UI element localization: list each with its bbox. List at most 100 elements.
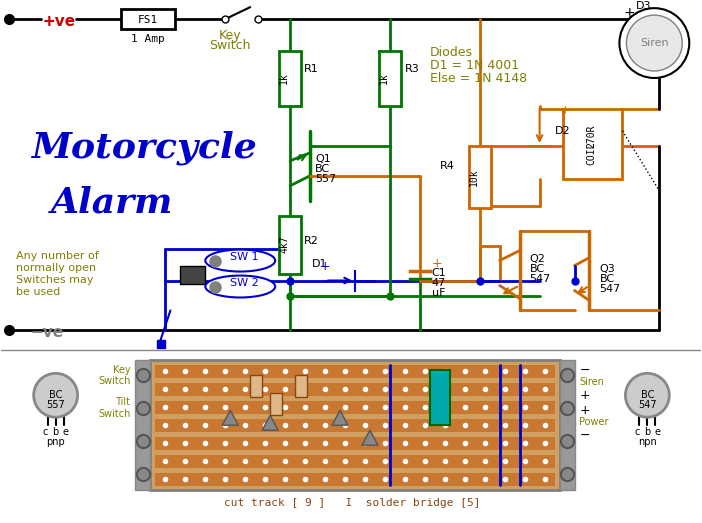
Text: C1: C1 xyxy=(432,268,446,278)
Text: Key: Key xyxy=(219,29,241,42)
Text: be used: be used xyxy=(15,287,60,297)
Text: +: + xyxy=(579,389,590,402)
Polygon shape xyxy=(223,410,238,425)
Text: npn: npn xyxy=(638,437,657,447)
Text: 547: 547 xyxy=(638,400,656,410)
Polygon shape xyxy=(332,410,348,425)
Text: Else = 1N 4148: Else = 1N 4148 xyxy=(430,72,527,85)
Text: Q2: Q2 xyxy=(529,254,545,264)
Circle shape xyxy=(619,8,689,78)
Bar xyxy=(279,51,301,106)
Bar xyxy=(559,360,574,490)
Text: R4: R4 xyxy=(440,161,455,171)
Bar xyxy=(155,366,555,378)
Polygon shape xyxy=(362,430,378,445)
Bar xyxy=(180,266,205,283)
Text: 557: 557 xyxy=(315,174,336,184)
Text: Switches may: Switches may xyxy=(15,275,93,285)
Text: 557: 557 xyxy=(46,400,65,410)
Text: BC: BC xyxy=(49,390,62,400)
Text: 547: 547 xyxy=(600,283,621,293)
Circle shape xyxy=(626,15,682,71)
Circle shape xyxy=(625,373,669,417)
Text: uF: uF xyxy=(432,288,445,298)
Text: BC: BC xyxy=(600,274,614,283)
Text: R2: R2 xyxy=(304,236,319,246)
Text: Tilt
Switch: Tilt Switch xyxy=(98,397,131,419)
Text: 1k: 1k xyxy=(379,72,389,84)
Text: SW 1: SW 1 xyxy=(230,252,259,262)
Text: 10k: 10k xyxy=(469,168,479,186)
Text: −ve: −ve xyxy=(31,325,64,340)
Bar xyxy=(155,455,555,468)
Text: Siren: Siren xyxy=(579,377,604,388)
Text: 47: 47 xyxy=(432,278,446,288)
Bar xyxy=(121,9,176,29)
Bar xyxy=(155,401,555,414)
Text: D3: D3 xyxy=(636,1,651,11)
Text: cut track [ 9 ]   I  solder bridge [5]: cut track [ 9 ] I solder bridge [5] xyxy=(224,498,480,508)
Text: D1 = 1N 4001: D1 = 1N 4001 xyxy=(430,59,519,72)
Bar xyxy=(430,370,450,425)
Text: e: e xyxy=(654,427,661,437)
Text: c: c xyxy=(43,427,48,437)
Text: Any number of: Any number of xyxy=(15,251,98,260)
Text: +: + xyxy=(43,14,55,29)
Text: Siren: Siren xyxy=(640,38,668,48)
Bar xyxy=(279,215,301,274)
Text: Key
Switch: Key Switch xyxy=(98,365,131,386)
Bar xyxy=(379,51,401,106)
Text: R3: R3 xyxy=(405,64,420,74)
Text: Motorcycle: Motorcycle xyxy=(31,131,256,165)
Text: FS1: FS1 xyxy=(138,15,157,25)
Text: e: e xyxy=(62,427,69,437)
Bar xyxy=(562,109,623,179)
Text: Diodes: Diodes xyxy=(430,46,473,59)
Text: COIL: COIL xyxy=(586,141,597,165)
Text: R1: R1 xyxy=(304,64,319,74)
Text: 1k: 1k xyxy=(279,72,289,84)
Bar xyxy=(250,376,262,397)
Text: 4k7: 4k7 xyxy=(279,236,289,254)
Text: normally open: normally open xyxy=(15,263,96,272)
Text: +: + xyxy=(559,105,570,117)
Text: BC: BC xyxy=(529,264,545,274)
Text: D1: D1 xyxy=(312,258,328,269)
Bar xyxy=(469,146,491,208)
Text: BC: BC xyxy=(641,390,654,400)
Text: SW 2: SW 2 xyxy=(230,278,259,288)
Text: −: − xyxy=(579,364,590,377)
Text: 1 Amp: 1 Amp xyxy=(131,34,164,44)
Circle shape xyxy=(34,373,78,417)
Text: Power: Power xyxy=(579,417,609,427)
Text: Q1: Q1 xyxy=(315,154,331,164)
Text: D2: D2 xyxy=(555,126,570,136)
Text: Switch: Switch xyxy=(209,39,251,52)
Text: b: b xyxy=(53,427,59,437)
Bar xyxy=(155,473,555,486)
Text: −: − xyxy=(579,429,590,442)
Bar xyxy=(135,360,150,490)
Text: +ve: +ve xyxy=(43,14,76,29)
Text: +: + xyxy=(623,6,635,20)
Bar xyxy=(155,383,555,396)
Text: Q3: Q3 xyxy=(600,264,615,274)
Bar xyxy=(295,376,307,397)
Text: BC: BC xyxy=(315,164,330,174)
Text: +: + xyxy=(432,257,442,270)
Text: b: b xyxy=(644,427,651,437)
Text: +: + xyxy=(579,404,590,417)
Text: c: c xyxy=(635,427,640,437)
Bar xyxy=(157,340,166,348)
Bar xyxy=(270,393,282,415)
Bar xyxy=(155,437,555,450)
Ellipse shape xyxy=(205,249,275,271)
Text: 547: 547 xyxy=(529,274,551,283)
Ellipse shape xyxy=(205,276,275,298)
Polygon shape xyxy=(262,415,278,430)
Text: 270R: 270R xyxy=(586,124,597,147)
Text: +: + xyxy=(319,259,331,272)
Bar xyxy=(155,419,555,432)
Text: pnp: pnp xyxy=(46,437,65,447)
Bar xyxy=(150,360,559,490)
